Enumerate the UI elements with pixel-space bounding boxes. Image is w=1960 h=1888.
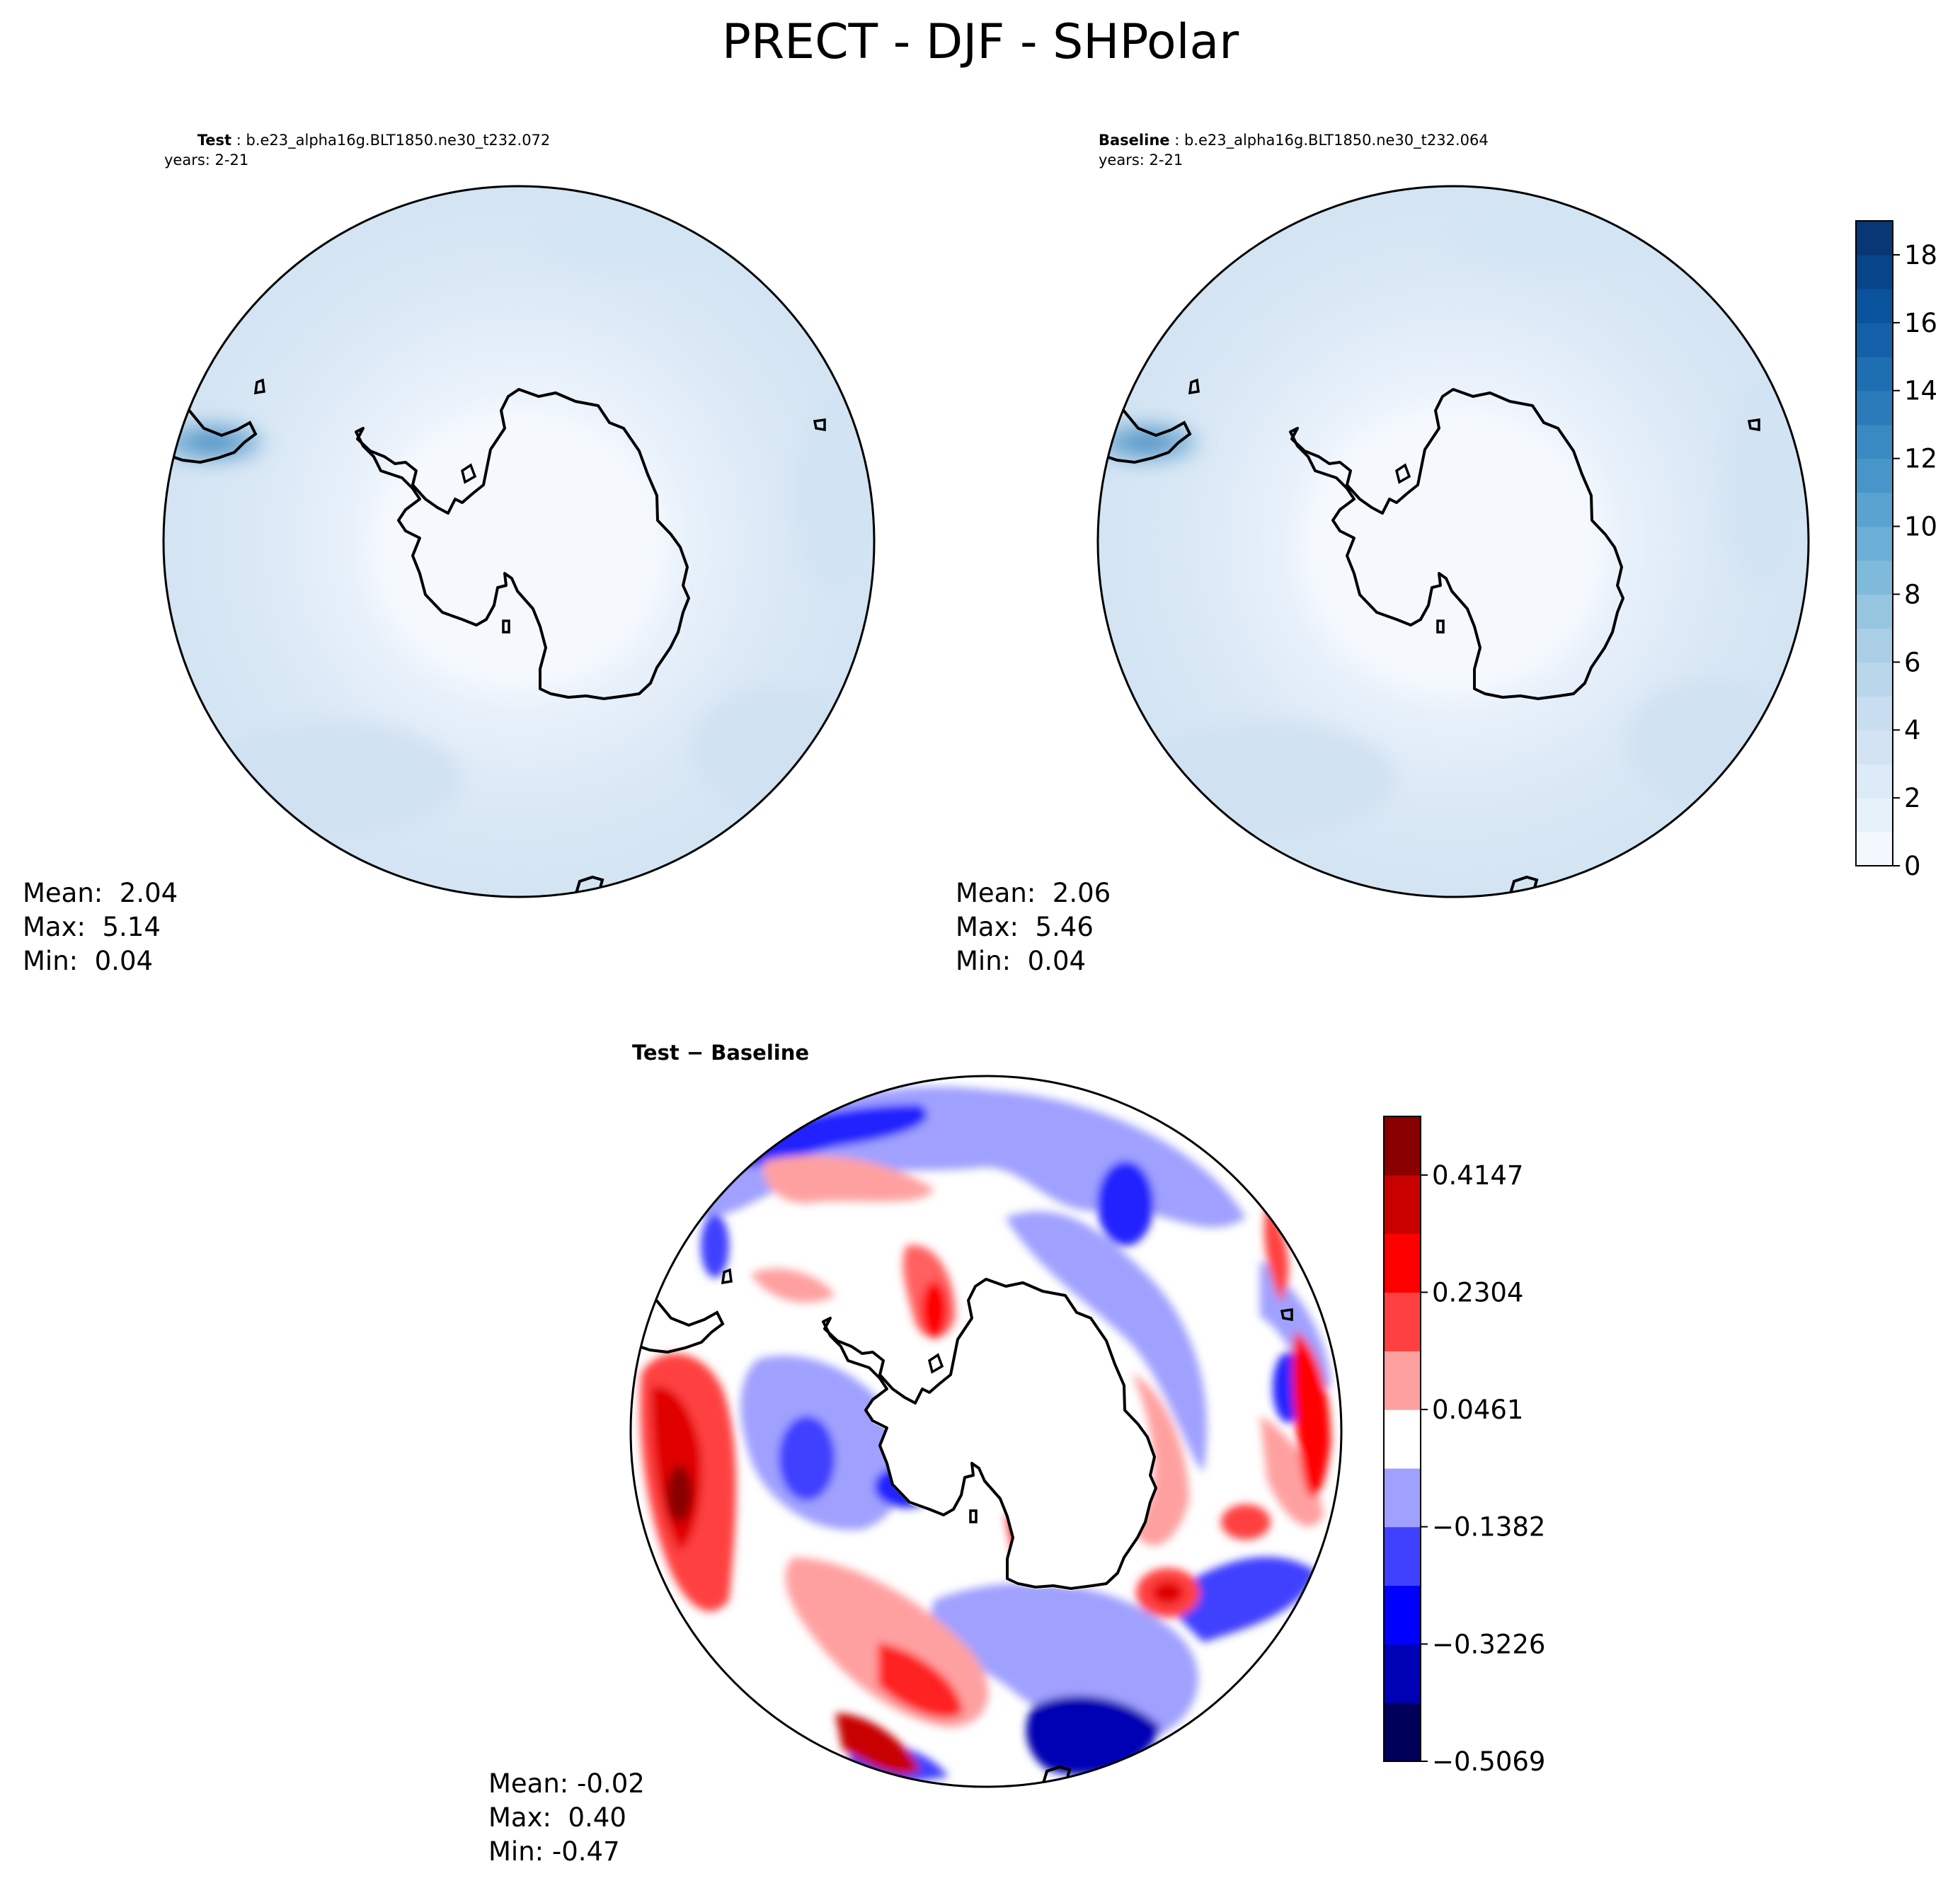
colorbar-level [1856, 288, 1893, 324]
colorbar-tick-label: 0.2304 [1432, 1277, 1523, 1308]
test-mean: Mean: 2.04 [23, 878, 178, 908]
colorbar-level [1856, 492, 1893, 527]
svg-text:Baseline : b.e23_alpha16g.BLT1: Baseline : b.e23_alpha16g.BLT1850.ne30_t… [1099, 132, 1489, 149]
colorbar-level [1856, 424, 1893, 459]
colorbar-level [1856, 254, 1893, 290]
colorbar-level [1856, 764, 1893, 799]
diff-mean: Mean: -0.02 [488, 1768, 645, 1799]
colorbar-level [1856, 526, 1893, 561]
baseline-max: Max: 5.46 [956, 912, 1094, 942]
diff-panel: Test − Baseline Mean: -0.02 Max: 0.40 Mi… [488, 1041, 1343, 1867]
colorbar-frame [1855, 220, 1893, 866]
colorbar-level [1384, 1292, 1421, 1351]
colorbar-tick-label: 18 [1904, 240, 1937, 270]
colorbar-level [1856, 221, 1893, 256]
colorbar-tick-label: 12 [1904, 444, 1937, 474]
baseline-min: Min: 0.04 [956, 946, 1086, 976]
precip-colorbar: 0 2 4 6 8 10 12 14 16 18 [1855, 220, 1937, 881]
colorbar-tick-label: 0.4147 [1432, 1160, 1523, 1191]
colorbar-tick-label: −0.3226 [1432, 1629, 1545, 1659]
colorbar-tick-label: 0 [1904, 851, 1921, 881]
figure-title: PRECT - DJF - SHPolar [722, 14, 1239, 70]
colorbar-level [1384, 1116, 1421, 1176]
colorbar-level [1856, 594, 1893, 629]
baseline-panel: Baseline : b.e23_alpha16g.BLT1850.ne30_t… [956, 132, 1810, 976]
colorbar-level [1856, 832, 1893, 866]
svg-text:Test : b.e23_alpha16g.BLT1850.: Test : b.e23_alpha16g.BLT1850.ne30_t232.… [164, 132, 574, 149]
colorbar-level [1384, 1233, 1421, 1293]
colorbar-tick-label: −0.1382 [1432, 1512, 1545, 1543]
colorbar-level [1384, 1174, 1421, 1235]
test-panel: Test : b.e23_alpha16g.BLT1850.ne30_t232.… [23, 132, 876, 976]
test-years: years: 2-21 [164, 151, 248, 168]
diff-max: Max: 0.40 [488, 1802, 626, 1833]
baseline-label: Baseline [1099, 132, 1170, 149]
baseline-case-name: b.e23_alpha16g.BLT1850.ne30_t232.064 [1184, 132, 1489, 149]
colorbar-tick-label: 6 [1904, 647, 1921, 677]
colorbar-level [1856, 628, 1893, 663]
diff-min: Min: -0.47 [488, 1836, 620, 1867]
colorbar-tick-label: −0.5069 [1432, 1746, 1545, 1777]
colorbar-level [1856, 356, 1893, 391]
diff-map-field [631, 1076, 1341, 1787]
colorbar-tick-label: 2 [1904, 783, 1921, 813]
diff-title: Test − Baseline [632, 1041, 809, 1065]
colorbar-tick-label: 16 [1904, 308, 1937, 338]
colorbar-tick-label: 8 [1904, 579, 1921, 610]
colorbar-tick-label: 0.0461 [1432, 1395, 1523, 1425]
colorbar-level [1384, 1526, 1421, 1586]
test-min: Min: 0.04 [23, 946, 153, 976]
colorbar-level [1384, 1409, 1421, 1469]
test-max: Max: 5.14 [23, 912, 161, 942]
diff-colorbar: −0.5069 −0.3226 −0.1382 0.0461 0.2304 0.4147 [1383, 1116, 1545, 1777]
colorbar-tick-label: 14 [1904, 376, 1937, 406]
baseline-map-field [1098, 186, 1809, 897]
colorbar-level [1856, 560, 1893, 595]
baseline-mean: Mean: 2.06 [956, 878, 1111, 908]
colorbar-level [1856, 458, 1893, 493]
colorbar-level [1856, 696, 1893, 731]
colorbar-level [1856, 730, 1893, 765]
colorbar-level [1384, 1703, 1421, 1762]
colorbar-level [1384, 1468, 1421, 1528]
colorbar-tick-label: 4 [1904, 715, 1921, 745]
colorbar-level [1384, 1585, 1421, 1644]
colorbar-level [1856, 390, 1893, 425]
colorbar-level [1856, 798, 1893, 833]
colorbar-tick-label: 10 [1904, 512, 1937, 542]
colorbar-level [1856, 662, 1893, 697]
test-case-name: b.e23_alpha16g.BLT1850.ne30_t232.072 [246, 132, 551, 149]
colorbar-frame [1383, 1116, 1421, 1762]
test-label: Test [197, 132, 231, 149]
colorbar-level [1384, 1644, 1421, 1703]
test-map-field [164, 186, 874, 897]
colorbar-level [1856, 322, 1893, 357]
colorbar-level [1384, 1351, 1421, 1410]
baseline-years: years: 2-21 [1099, 151, 1183, 168]
